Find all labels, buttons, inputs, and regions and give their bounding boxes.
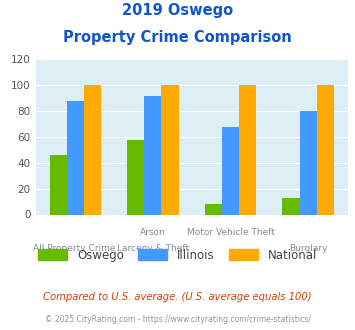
- Text: All Property Crime: All Property Crime: [33, 244, 116, 253]
- Bar: [67, 101, 84, 214]
- Bar: [300, 111, 317, 214]
- Text: Motor Vehicle Theft: Motor Vehicle Theft: [187, 228, 275, 237]
- Text: Compared to U.S. average. (U.S. average equals 100): Compared to U.S. average. (U.S. average …: [43, 292, 312, 302]
- Bar: [84, 85, 101, 214]
- Bar: [239, 85, 256, 214]
- Text: 2019 Oswego: 2019 Oswego: [122, 3, 233, 18]
- Bar: [50, 155, 67, 214]
- Text: © 2025 CityRating.com - https://www.cityrating.com/crime-statistics/: © 2025 CityRating.com - https://www.city…: [45, 315, 310, 324]
- Bar: [317, 85, 334, 214]
- Bar: [127, 140, 144, 214]
- Text: Burglary: Burglary: [290, 244, 328, 253]
- Text: Arson: Arson: [140, 228, 165, 237]
- Text: Property Crime Comparison: Property Crime Comparison: [63, 30, 292, 45]
- Text: Larceny & Theft: Larceny & Theft: [116, 244, 189, 253]
- Bar: [222, 127, 239, 214]
- Bar: [144, 96, 162, 214]
- Bar: [283, 198, 300, 214]
- Bar: [162, 85, 179, 214]
- Legend: Oswego, Illinois, National: Oswego, Illinois, National: [33, 244, 322, 266]
- Bar: [205, 204, 222, 215]
